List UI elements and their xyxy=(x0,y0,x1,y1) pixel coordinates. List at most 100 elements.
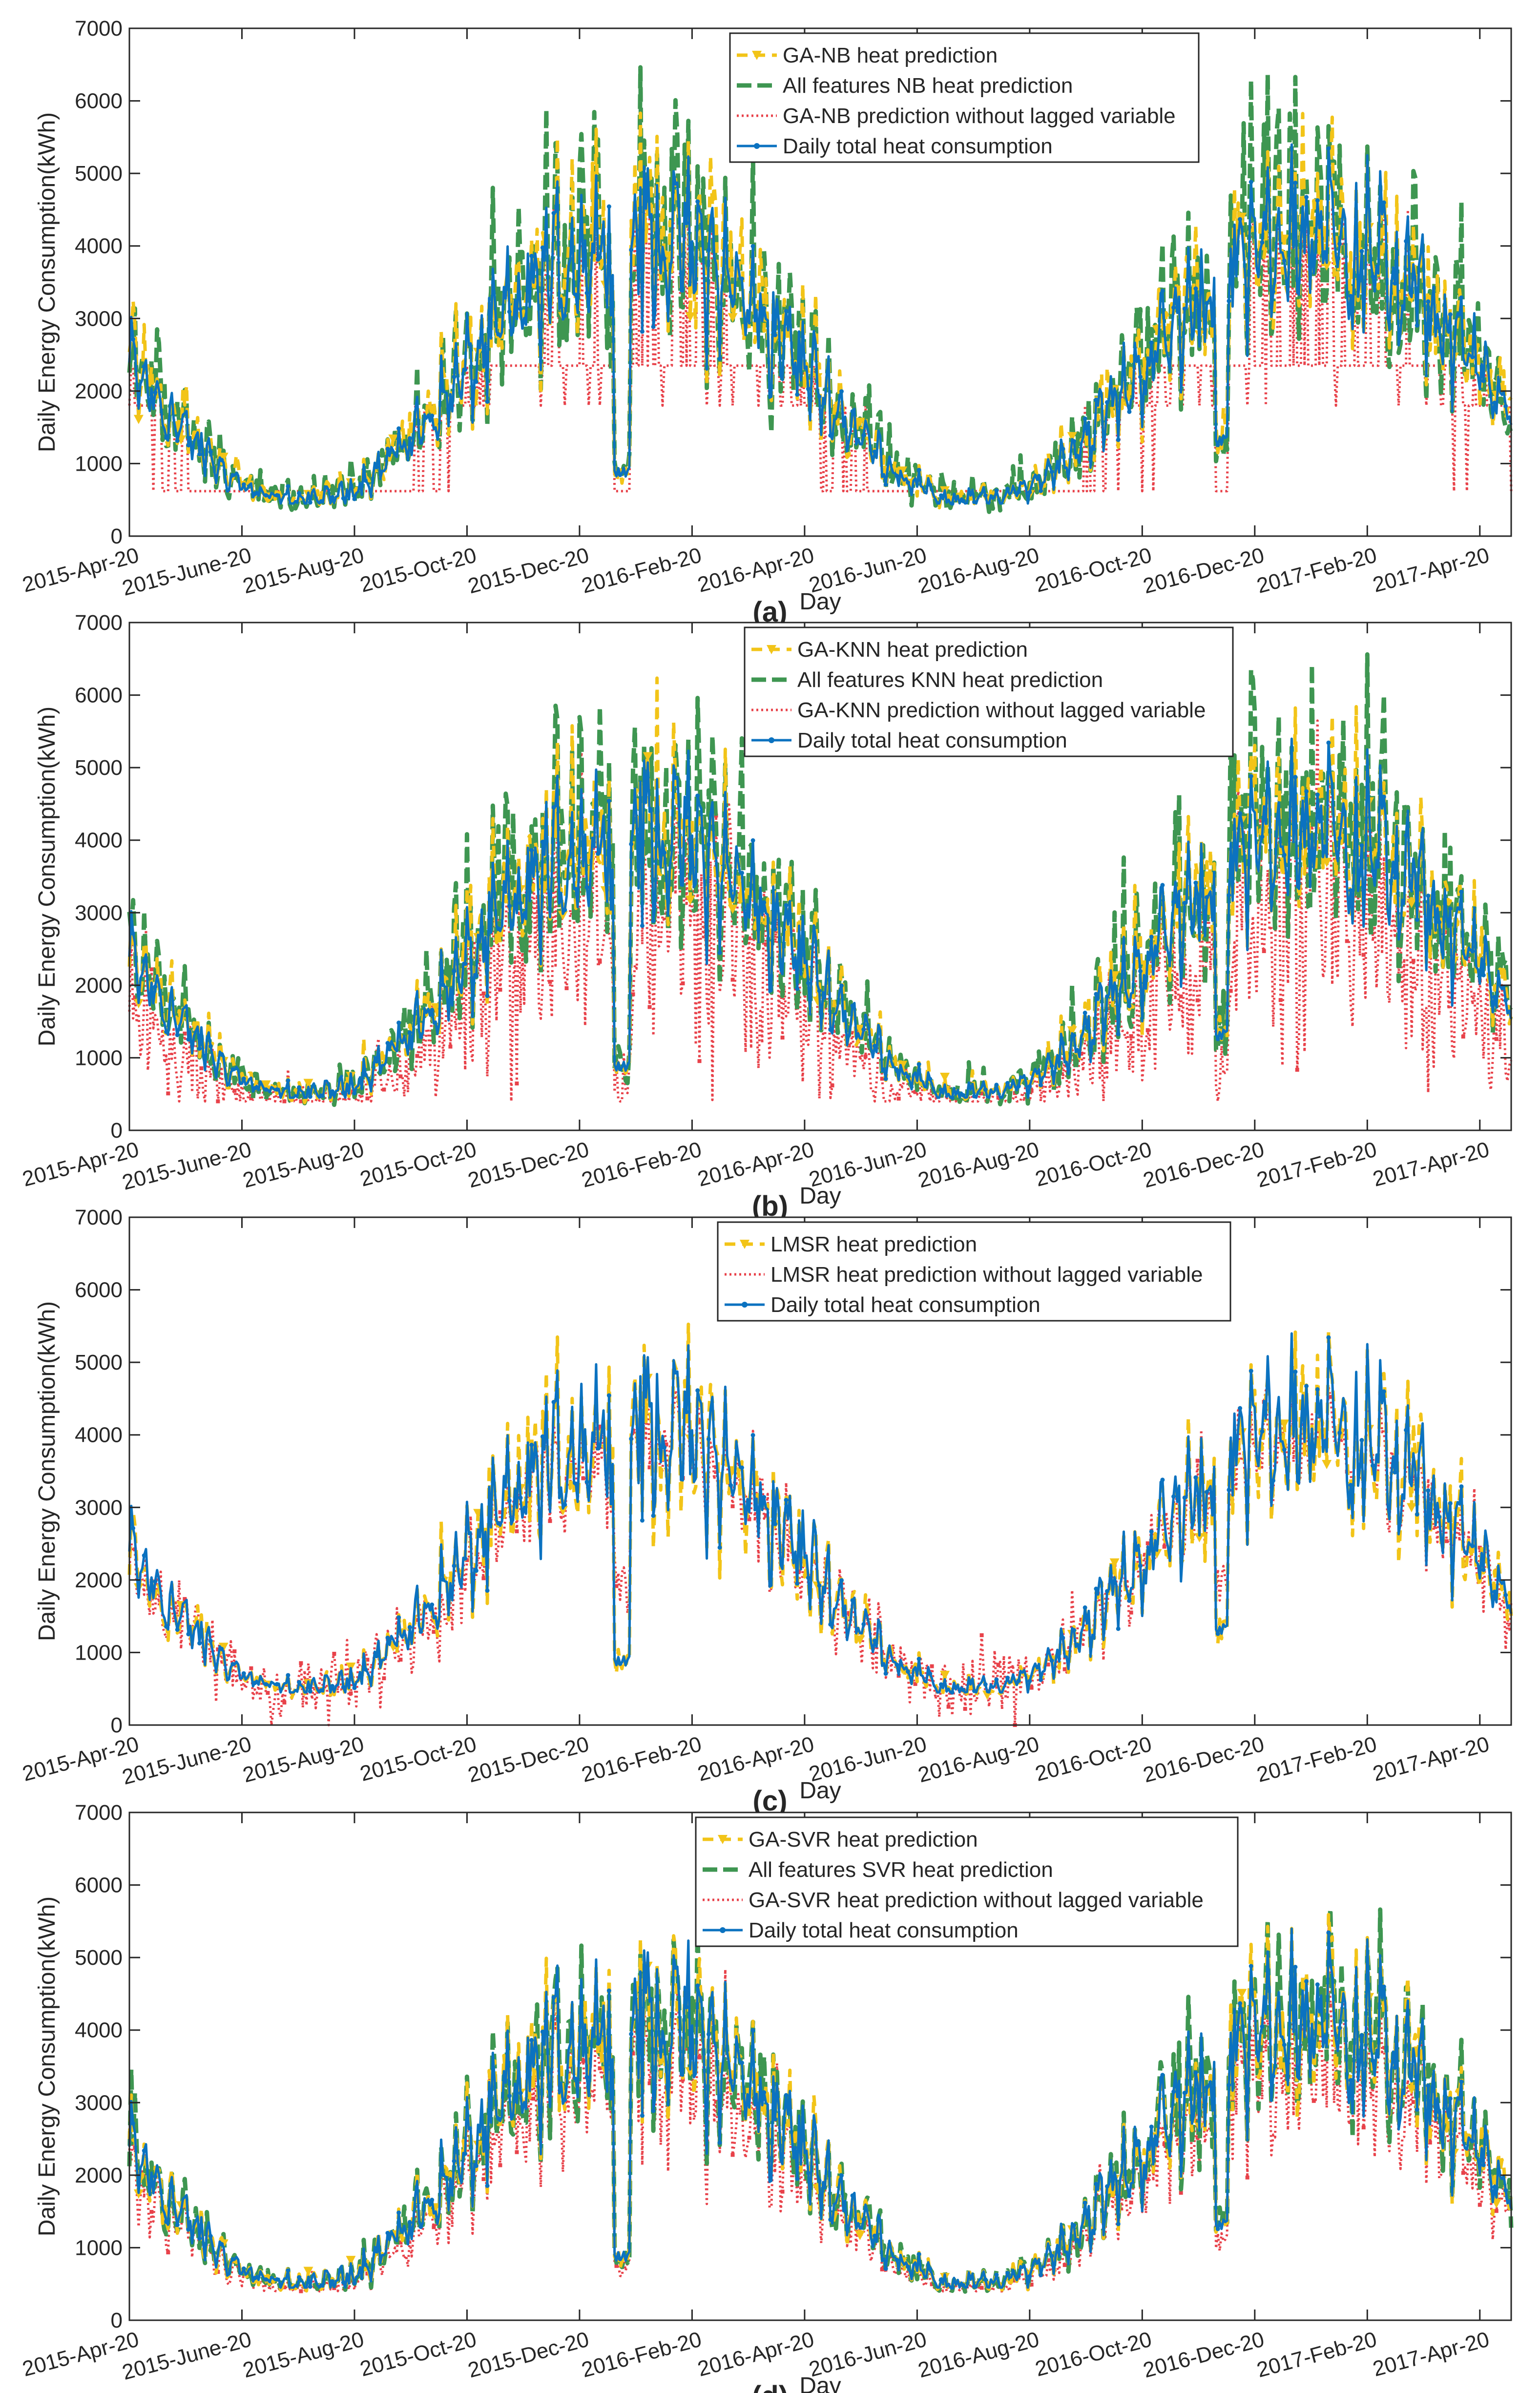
series-marker-actual xyxy=(297,491,302,496)
series-marker-actual xyxy=(839,1578,844,1583)
x-tick-label: 2015-June-20 xyxy=(120,2327,254,2385)
series-marker-actual xyxy=(363,1072,368,1077)
series-marker-actual xyxy=(1492,995,1497,999)
series-marker-actual xyxy=(839,983,844,988)
y-tick-label: 0 xyxy=(111,1713,123,1737)
series-marker-actual xyxy=(861,433,866,437)
y-tick-label: 6000 xyxy=(75,89,123,113)
series-marker-nolag xyxy=(465,1558,469,1562)
series-line-actual xyxy=(128,1927,1513,2289)
series-marker-actual xyxy=(352,2281,357,2286)
series-marker-actual xyxy=(1437,2110,1442,2115)
series-marker-actual xyxy=(861,1027,866,1032)
series-marker-nolag xyxy=(780,1036,785,1040)
x-tick-label: 2017-Apr-20 xyxy=(1370,1732,1492,1786)
series-marker-actual xyxy=(662,850,667,855)
series-marker-actual xyxy=(252,1681,257,1686)
series-marker-actual xyxy=(463,367,468,372)
series-marker-actual xyxy=(264,1087,269,1092)
y-tick-label: 4000 xyxy=(75,829,123,853)
series-marker-nolag xyxy=(365,2271,370,2276)
series-marker-ga xyxy=(728,313,738,323)
series-marker-actual xyxy=(1182,900,1187,905)
series-marker-nolag xyxy=(515,2150,519,2154)
series-marker-nolag xyxy=(299,1661,303,1665)
x-tick-label: 2016-Oct-20 xyxy=(1033,543,1154,597)
series-marker-actual xyxy=(418,1629,423,1634)
series-marker-actual xyxy=(1404,833,1409,838)
series-marker-actual xyxy=(474,2164,479,2168)
series-marker-actual xyxy=(197,1046,202,1051)
series-marker-actual xyxy=(850,409,855,414)
series-marker-actual xyxy=(507,2093,512,2098)
x-tick-label: 2016-Oct-20 xyxy=(1033,2327,1154,2381)
series-marker-actual xyxy=(872,1638,877,1643)
series-marker-actual xyxy=(1005,486,1010,491)
series-marker-actual xyxy=(1193,1475,1198,1480)
axes-box xyxy=(128,1811,1512,2321)
series-marker-actual xyxy=(1249,1369,1253,1373)
series-marker-nolag xyxy=(149,967,154,972)
series-marker-actual xyxy=(1149,340,1154,345)
series-marker-actual xyxy=(883,1077,888,1082)
y-tick-label: 6000 xyxy=(75,684,123,707)
series-marker-actual xyxy=(219,458,224,462)
series-marker-nolag xyxy=(963,1706,967,1711)
series-marker-actual xyxy=(1039,488,1043,493)
series-marker-actual xyxy=(640,329,645,334)
series-marker-actual xyxy=(961,499,966,503)
legend-label: LMSR heat prediction without lagged vari… xyxy=(770,1263,1203,1287)
series-marker-actual xyxy=(750,838,755,843)
series-marker-nolag xyxy=(1461,1034,1465,1039)
legend-marker-ga xyxy=(752,51,762,60)
series-marker-actual xyxy=(895,2257,899,2262)
series-marker-nolag xyxy=(564,986,569,990)
series-marker-actual xyxy=(474,1568,479,1573)
series-marker-nolag xyxy=(1179,2190,1183,2195)
series-marker-actual xyxy=(1227,1487,1231,1492)
series-marker-actual xyxy=(1016,1084,1021,1089)
series-marker-actual xyxy=(739,1465,744,1470)
series-marker-nolag xyxy=(697,2055,702,2060)
series-marker-nolag xyxy=(830,1083,834,1088)
series-marker-ga xyxy=(1406,898,1416,908)
series-marker-actual xyxy=(319,1688,324,1693)
series-marker-actual xyxy=(750,1433,755,1437)
series-marker-nolag xyxy=(166,2250,170,2255)
series-marker-actual xyxy=(330,1089,335,1094)
series-marker-actual xyxy=(584,1479,589,1484)
series-marker-actual xyxy=(1315,1387,1320,1392)
series-marker-nolag xyxy=(1029,2282,1034,2287)
series-marker-actual xyxy=(1238,2001,1243,2006)
series-marker-actual xyxy=(1260,240,1265,245)
series-marker-actual xyxy=(241,482,246,487)
legend-box xyxy=(729,32,1200,163)
y-tick-label: 0 xyxy=(111,1119,123,1143)
y-tick-label: 7000 xyxy=(75,611,123,635)
x-tick-label: 2016-Apr-20 xyxy=(695,543,817,597)
series-marker-nolag xyxy=(1328,1394,1332,1399)
series-marker-actual xyxy=(1082,2200,1087,2205)
series-marker-actual xyxy=(1094,1586,1099,1591)
series-marker-nolag xyxy=(631,2051,635,2056)
series-marker-ga xyxy=(728,904,738,914)
series-marker-actual xyxy=(750,244,755,249)
series-marker-nolag xyxy=(1029,1088,1034,1093)
x-tick-label: 2016-Dec-20 xyxy=(1141,543,1267,598)
series-marker-nolag xyxy=(1145,2177,1150,2182)
series-marker-actual xyxy=(241,2266,246,2271)
series-marker-actual xyxy=(1381,200,1386,205)
series-marker-actual xyxy=(684,1410,689,1415)
series-marker-nolag xyxy=(199,1066,204,1070)
series-marker-actual xyxy=(618,1067,623,1072)
series-marker-actual xyxy=(606,1988,611,1993)
series-marker-actual xyxy=(1271,1478,1276,1483)
series-marker-nolag xyxy=(382,1087,386,1092)
series-marker-nolag xyxy=(946,1705,951,1709)
series-marker-nolag xyxy=(1162,1544,1166,1549)
series-marker-actual xyxy=(1094,397,1099,402)
series-marker-actual xyxy=(496,2116,501,2121)
series-marker-actual xyxy=(1326,1335,1331,1340)
series-marker-actual xyxy=(717,356,722,361)
series-marker-actual xyxy=(142,364,146,369)
